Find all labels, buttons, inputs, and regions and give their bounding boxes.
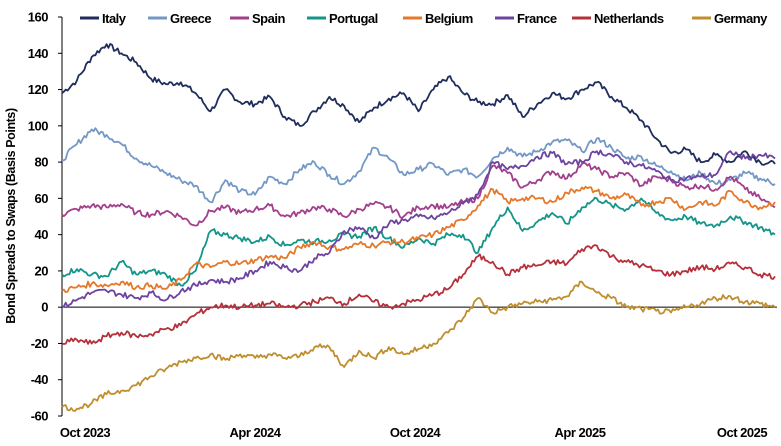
x-tick-label: Oct 2025 — [717, 425, 767, 440]
series-line-italy — [61, 43, 776, 166]
x-axis: Oct 2023 Apr 2024 Oct 2024 Apr 2025 Oct 2025 — [60, 306, 777, 440]
y-axis-title: Bond Spreads to Swaps (Basis Points) — [4, 108, 18, 324]
y-tick-label: 0 — [41, 300, 48, 315]
y-tick-label: -60 — [31, 409, 49, 424]
x-tick-label: Apr 2025 — [555, 425, 606, 440]
legend-item-france: France — [495, 11, 557, 26]
legend-item-germany: Germany — [692, 11, 769, 26]
y-tick-label: 20 — [35, 263, 49, 278]
y-tick-label: 100 — [28, 118, 48, 133]
series-line-greece — [61, 127, 776, 204]
legend-label: France — [517, 11, 557, 26]
y-tick-label: -20 — [31, 336, 49, 351]
y-tick-label: 40 — [35, 227, 49, 242]
series-line-netherlands — [61, 244, 776, 345]
x-tick-label: Oct 2023 — [60, 425, 110, 440]
y-tick-label: 140 — [28, 46, 48, 61]
legend-label: Belgium — [425, 11, 473, 26]
y-tick-label: 120 — [28, 82, 48, 97]
legend-item-spain: Spain — [230, 11, 286, 26]
y-tick-label: 60 — [35, 191, 49, 206]
legend-item-belgium: Belgium — [403, 11, 473, 26]
x-tick-label: Apr 2024 — [230, 425, 282, 440]
legend-label: Germany — [714, 11, 768, 26]
series-lines — [61, 43, 776, 412]
legend-item-greece: Greece — [148, 11, 212, 26]
y-axis: 160 140 120 100 80 60 40 20 0 -20 -40 -60 — [28, 10, 63, 424]
legend-label: Italy — [102, 11, 127, 26]
legend-label: Netherlands — [594, 11, 664, 26]
legend-label: Spain — [252, 11, 285, 26]
series-line-spain — [61, 161, 776, 227]
legend-label: Portugal — [329, 11, 378, 26]
y-tick-label: 160 — [28, 10, 48, 25]
y-tick-label: 80 — [35, 155, 49, 170]
legend-item-italy: Italy — [80, 11, 127, 26]
x-tick-label: Oct 2024 — [390, 425, 441, 440]
legend-item-portugal: Portugal — [307, 11, 378, 26]
series-line-france — [61, 149, 776, 309]
legend-item-netherlands: Netherlands — [572, 11, 664, 26]
legend-label: Greece — [170, 11, 211, 26]
y-tick-label: -40 — [31, 372, 49, 387]
y-axis-label: Bond Spreads to Swaps (Basis Points) — [4, 108, 18, 324]
series-line-belgium — [61, 185, 776, 294]
legend: Italy Greece Spain Portugal Belgium France Net… — [80, 11, 769, 26]
series-line-germany — [61, 280, 776, 412]
